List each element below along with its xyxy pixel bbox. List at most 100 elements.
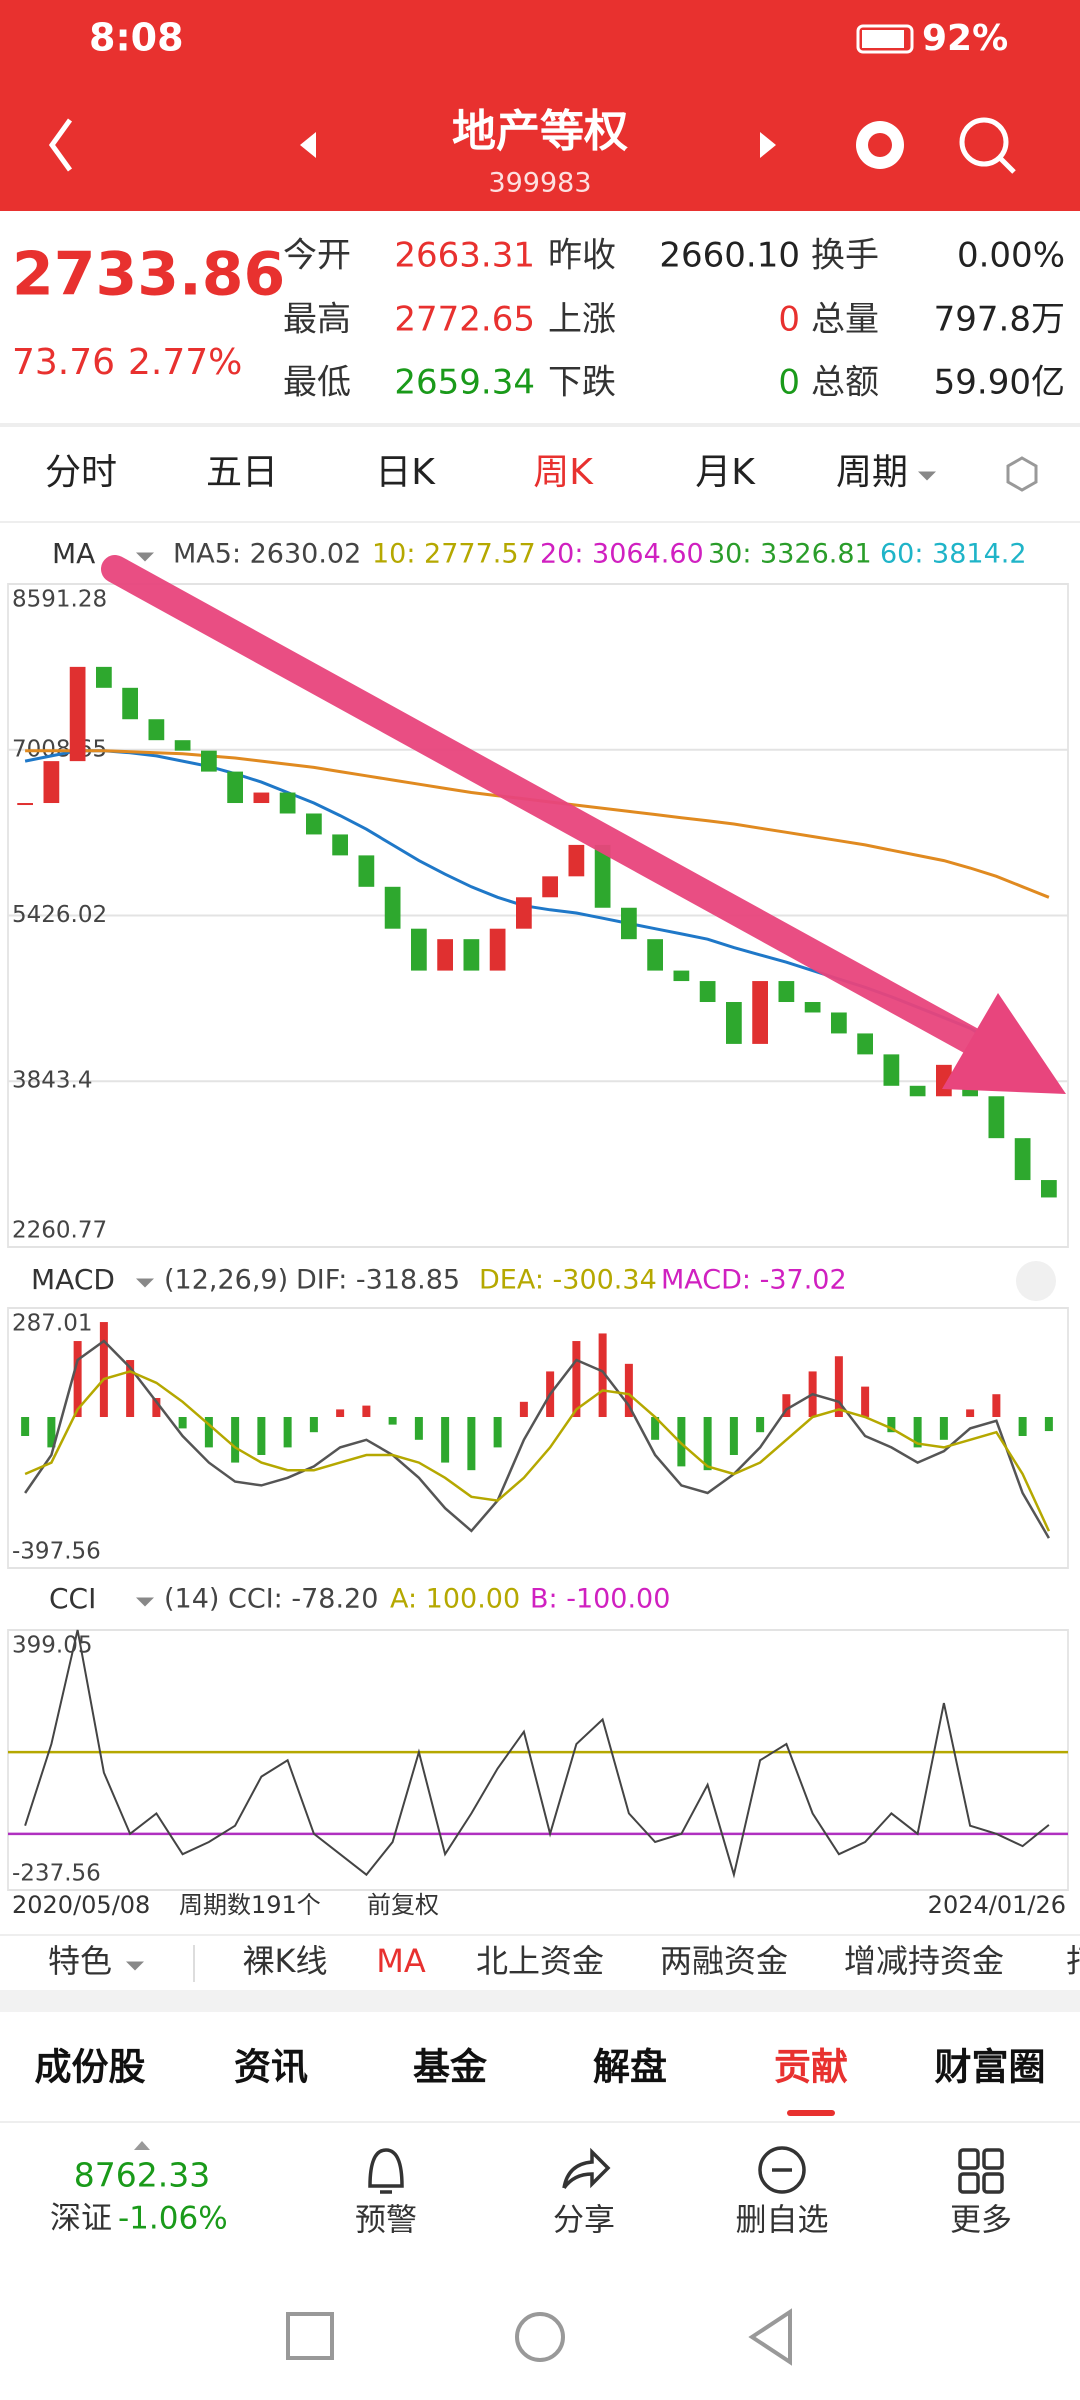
header-title: 地产等权 (452, 106, 628, 157)
quote-value: 0.00% (957, 236, 1065, 276)
candle (279, 792, 296, 814)
period-tab[interactable]: 周K (533, 452, 594, 493)
candle (673, 970, 690, 982)
macd-bar (834, 1356, 843, 1418)
nav-back[interactable] (748, 2308, 792, 2366)
macd-bar (231, 1417, 240, 1463)
macd-bar (703, 1417, 712, 1471)
date-end: 2024/01/26 (928, 1891, 1066, 1919)
macd-bar (441, 1417, 450, 1463)
collapse-arrow[interactable] (134, 2141, 150, 2150)
dropdown-arrow (126, 1961, 144, 1971)
macd-bar (388, 1417, 397, 1425)
quote-label: 下跌 (548, 363, 616, 403)
quote-label: 今开 (283, 236, 351, 276)
macd-bar (651, 1417, 660, 1440)
candle (227, 771, 243, 804)
macd-bar (756, 1417, 765, 1433)
indicator-tab[interactable]: 两融资金 (660, 1942, 788, 1980)
next-button[interactable] (760, 132, 776, 158)
candle (332, 834, 348, 856)
legend-item: 60: 3814.2 (880, 539, 1027, 570)
search-icon[interactable] (959, 117, 1009, 167)
index-value: 8762.33 (74, 2156, 210, 2195)
y-tick-label: 8591.28 (12, 587, 107, 613)
macd-bar (887, 1417, 896, 1433)
macd-bar (729, 1417, 738, 1455)
info-tab[interactable]: 贡献 (774, 2046, 848, 2089)
footer-action[interactable]: 删自选 (736, 2203, 829, 2239)
candle (516, 897, 532, 929)
nav-home[interactable] (515, 2312, 565, 2362)
settings-icon[interactable] (1006, 456, 1038, 492)
candle (988, 1096, 1005, 1139)
macd-bar (414, 1417, 423, 1440)
y-tick-label: 5426.02 (12, 902, 107, 928)
macd-bar (677, 1417, 686, 1467)
prev-button[interactable] (300, 132, 316, 158)
macd-bar (1018, 1417, 1027, 1436)
battery-level (862, 30, 904, 48)
period-tab[interactable]: 月K (695, 452, 756, 493)
candle (831, 1012, 847, 1034)
mascot-eye (868, 133, 892, 157)
footer-action[interactable]: 分享 (553, 2203, 615, 2239)
macd-bar (1044, 1417, 1053, 1432)
legend-item: DEA: -300.34 (479, 1265, 657, 1296)
macd-bar (204, 1417, 213, 1448)
indicator-tab[interactable]: MA (376, 1942, 426, 1980)
macd-bar (309, 1417, 318, 1433)
footer-action[interactable]: 更多 (950, 2203, 1012, 2239)
candle (253, 792, 270, 804)
y-tick-label: -237.56 (12, 1861, 101, 1887)
candle (17, 803, 33, 806)
trend-arrow (101, 555, 989, 1057)
y-tick-label: -397.56 (12, 1539, 101, 1565)
period-tab[interactable]: 日K (375, 452, 436, 493)
back-button[interactable] (48, 118, 73, 172)
dropdown-arrow (136, 1278, 154, 1288)
indicator-tab[interactable]: 增减持资金 (844, 1942, 1004, 1980)
dropdown-arrow (918, 471, 936, 481)
info-tab[interactable]: 财富圈 (935, 2046, 1046, 2089)
expand-button[interactable] (1016, 1261, 1056, 1301)
period-tab[interactable]: 五日 (206, 452, 278, 493)
y-tick-label: 3843.4 (12, 1068, 92, 1094)
macd-bar (467, 1417, 476, 1471)
y-tick-label: 2260.77 (12, 1218, 107, 1244)
info-tab[interactable]: 解盘 (593, 2046, 667, 2089)
price-change-pct: 2.77% (128, 342, 242, 383)
quote-label: 上涨 (548, 300, 616, 340)
header-code: 399983 (488, 168, 591, 199)
candle (699, 981, 716, 1003)
footer-action[interactable]: 预警 (355, 2203, 417, 2239)
candle (542, 876, 558, 898)
candle (804, 1002, 821, 1013)
macd-bar (493, 1417, 502, 1448)
indicator-tab[interactable]: 特色 (48, 1942, 112, 1980)
candle (69, 666, 86, 762)
quote-label: 最高 (283, 300, 351, 340)
status-battery: 92% (922, 18, 1008, 59)
legend-item: (14) CCI: -78.20 (164, 1584, 378, 1615)
candle (384, 886, 401, 929)
period-tab[interactable]: 周期 (836, 452, 908, 493)
legend-item: DIF: -318.85 (296, 1265, 460, 1296)
legend-item: 20: 3064.60 (540, 539, 704, 570)
more-icon (958, 2172, 980, 2194)
period-tab[interactable]: 分时 (45, 452, 117, 493)
info-tab[interactable]: 基金 (413, 2046, 488, 2089)
info-tab[interactable]: 资讯 (234, 2046, 308, 2089)
nav-recent[interactable] (286, 2312, 334, 2360)
indicator-tab[interactable]: 打 (1066, 1942, 1080, 1980)
macd-bar (99, 1322, 108, 1418)
indicator-tab[interactable]: 北上资金 (476, 1942, 604, 1980)
trend-arrow-head (942, 993, 1066, 1094)
macd-bar (624, 1363, 633, 1418)
quote-label: 换手 (811, 236, 879, 276)
more-icon (958, 2148, 980, 2170)
info-tab[interactable]: 成份股 (35, 2046, 146, 2089)
indicator-tab[interactable]: 裸K线 (243, 1942, 328, 1980)
dropdown-arrow (136, 1597, 154, 1607)
